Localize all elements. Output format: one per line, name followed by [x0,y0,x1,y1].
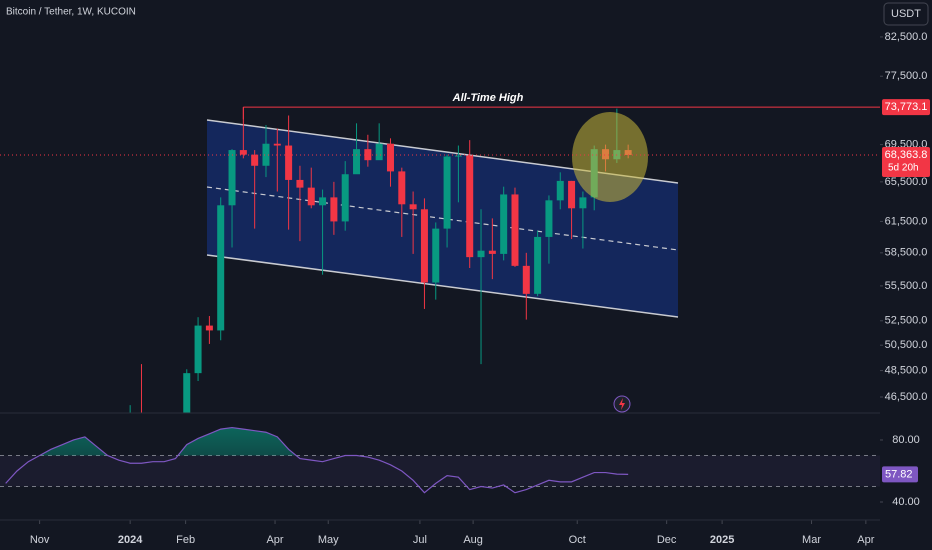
x-tick-label: Jul [413,534,427,546]
y-tick-label: 52,500.0 [885,315,928,327]
rsi-line [5,426,629,494]
candle-body [454,155,462,157]
candle-body [420,209,428,283]
candle-body [522,265,530,294]
candle-body [545,200,553,237]
y-tick-label: 65,500.0 [885,176,928,188]
ath-label-box [882,99,930,116]
candle-body [466,155,474,258]
ath-annotation: All-Time High [452,92,524,104]
rsi-tick-label: 40.00 [892,496,920,508]
candle-body [319,197,327,206]
candle-body [194,325,202,374]
y-tick-label: 82,500.0 [885,31,928,43]
y-tick-label: 58,500.0 [885,247,928,259]
y-tick-label: 48,500.0 [885,364,928,376]
candle-body [285,145,293,180]
x-tick-label: Oct [569,534,586,546]
rsi-last-label: 57.82 [885,468,913,480]
candle-body [579,197,587,209]
candle-body [568,180,576,209]
x-tick-label: Aug [463,534,483,546]
y-tick-label: 46,500.0 [885,391,928,403]
candle-body [364,149,372,161]
channel-lower [206,254,679,318]
candle-body [183,373,191,413]
candle-body [511,194,519,266]
x-tick-label: Nov [30,534,50,546]
x-tick-label: Apr [857,534,874,546]
candle-body [341,174,349,222]
candle-body [386,143,394,172]
candle-body [556,180,564,201]
y-tick-label: 61,500.0 [885,215,928,227]
ath-label: 73,773.1 [885,101,928,113]
channel-mid [206,186,679,251]
candle-body [477,250,485,258]
candle-body [353,149,361,175]
candle-body [375,143,383,161]
x-tick-label: Mar [802,534,821,546]
x-tick-label: Dec [657,534,677,546]
candle-body [488,250,496,254]
candle-body [409,204,417,210]
candle-body [330,197,338,222]
candle-body [398,171,406,205]
x-tick-label: 2024 [118,534,143,546]
candle-body [534,236,542,294]
candle-body [432,228,440,283]
candle-body [443,156,451,229]
event-icon-glyph [619,398,625,410]
y-tick-label: 50,500.0 [885,339,928,351]
currency-button[interactable] [883,2,929,26]
candle-body [205,325,213,331]
x-tick-label: Feb [176,534,195,546]
candle-body [217,205,225,331]
rsi-overbought-fill [39,427,297,456]
x-tick-label: 2025 [710,534,734,546]
candle-body [500,194,508,254]
highlight-circle [572,112,648,202]
candle-body [251,154,259,166]
countdown: 5d 20h [888,163,919,174]
last-price-box [882,146,930,177]
candle-body [262,143,270,166]
last-price-label: 68,363.8 [885,149,928,161]
y-tick-label: 55,500.0 [885,280,928,292]
rsi-tick-label: 80.00 [892,434,920,446]
x-tick-label: Apr [266,534,283,546]
rsi-band [0,455,880,487]
rsi-last-box [882,466,918,483]
candle-body [296,179,304,188]
candle-body [307,187,315,206]
candle-body [228,150,236,206]
candle-body [273,143,281,146]
chart-title: Bitcoin / Tether, 1W, KUCOIN [6,7,136,18]
candle-body [239,150,247,155]
y-tick-label: 77,500.0 [885,70,928,82]
x-tick-label: May [318,534,339,546]
currency: USDT [891,8,921,20]
